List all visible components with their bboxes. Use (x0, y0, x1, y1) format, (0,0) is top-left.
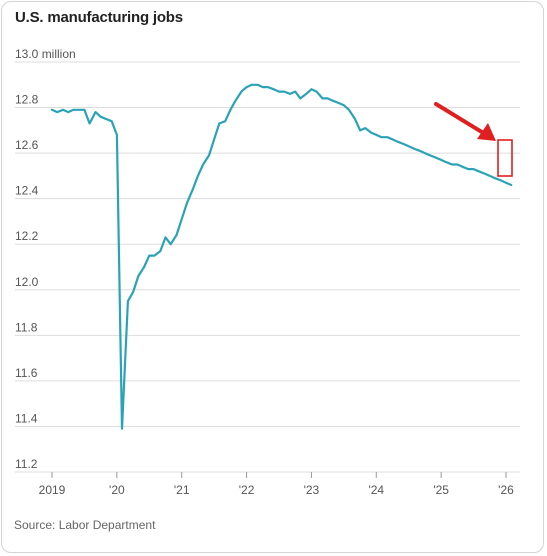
y-tick-label: 11.6 (15, 366, 38, 380)
annotation-highlight-box (497, 139, 513, 177)
x-tick-label: 2019 (39, 483, 66, 497)
y-tick-label: 11.2 (15, 457, 38, 471)
y-tick-label: 11.8 (15, 320, 38, 334)
x-tick-label: '21 (174, 483, 190, 497)
y-tick-label: 12.6 (15, 138, 39, 152)
series-line-group (50, 83, 513, 430)
series-line (50, 83, 513, 430)
gridlines (15, 61, 520, 473)
x-tick-label: '23 (304, 483, 320, 497)
annotation-arrow-shaft (434, 102, 487, 136)
x-tick-label: '22 (239, 483, 255, 497)
x-tick-label: '25 (433, 483, 449, 497)
y-axis-tick-labels: 13.0 million 12.8 12.6 12.4 12.2 12.0 11.8 11.6… (15, 47, 76, 471)
x-tick-label: '20 (109, 483, 125, 497)
y-tick-label: 12.8 (15, 93, 39, 107)
y-tick-label: 12.0 (15, 275, 39, 289)
y-tick-label: 12.2 (15, 229, 39, 243)
y-tick-label: 11.4 (15, 411, 38, 425)
x-tick-label: '24 (368, 483, 384, 497)
y-tick-label: 12.4 (15, 184, 39, 198)
chart-title: U.S. manufacturing jobs (15, 9, 183, 26)
annotation-arrow-head (477, 123, 496, 141)
annotations (434, 102, 513, 177)
x-tick-label: '26 (498, 483, 514, 497)
x-axis-tick-labels: 2019 '20 '21 '22 '23 '24 '25 '26 (39, 472, 514, 497)
y-tick-label: 13.0 million (15, 47, 76, 61)
source-note: Source: Labor Department (14, 518, 156, 532)
